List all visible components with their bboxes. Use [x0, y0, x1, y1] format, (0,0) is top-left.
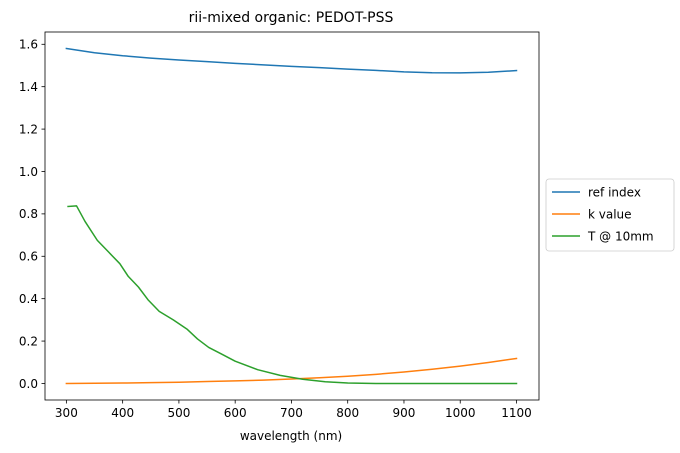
legend-label-3: T @ 10mm: [587, 229, 654, 243]
plot-frame: [44, 31, 540, 401]
y-tick-label: 1.6: [19, 38, 38, 52]
x-tick-label: 400: [111, 406, 134, 420]
y-tick-label: 0.0: [19, 377, 38, 391]
y-tick-label: 1.2: [19, 122, 38, 136]
y-tick-label: 0.4: [19, 292, 38, 306]
x-tick-label: 700: [280, 406, 303, 420]
legend: ref index k value T @ 10mm: [545, 178, 675, 252]
y-axis: 0.0 0.2 0.4 0.6 0.8 1.0 1.2 1.4 1.6: [19, 38, 45, 391]
legend-label-2: k value: [588, 207, 632, 221]
chart-title: rii-mixed organic: PEDOT-PSS: [189, 10, 394, 26]
y-tick-label: 1.0: [19, 165, 38, 179]
x-tick-label: 300: [55, 406, 78, 420]
x-axis: 300 400 500 600 700 800 900 1000 1100: [55, 400, 532, 420]
x-tick-label: 1000: [445, 406, 476, 420]
legend-label-1: ref index: [588, 185, 641, 199]
x-tick-label: 800: [336, 406, 359, 420]
x-tick-label: 500: [167, 406, 190, 420]
series-line-2: [65, 357, 518, 385]
y-tick-label: 0.2: [19, 334, 38, 348]
x-tick-label: 900: [393, 406, 416, 420]
series-layer: [65, 47, 518, 385]
x-tick-label: 600: [224, 406, 247, 420]
x-tick-label: 1100: [501, 406, 532, 420]
y-tick-label: 0.6: [19, 250, 38, 264]
y-tick-label: 0.8: [19, 207, 38, 221]
legend-box: [545, 178, 675, 252]
x-axis-label: wavelength (nm): [240, 429, 342, 443]
y-tick-label: 1.4: [19, 80, 38, 94]
series-line-1: [65, 47, 518, 74]
series-line-3: [67, 205, 518, 385]
